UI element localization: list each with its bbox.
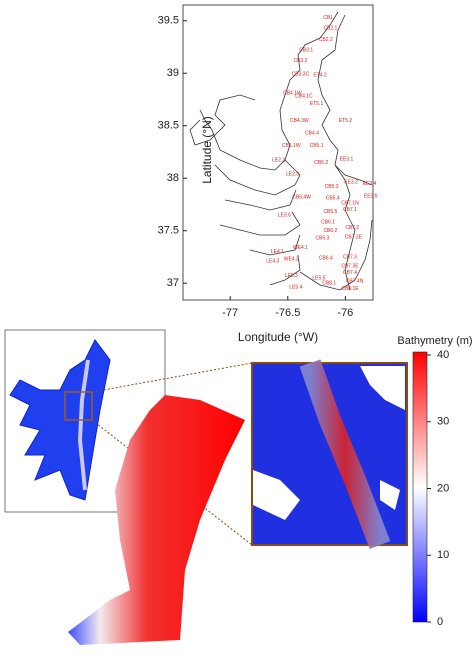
station-label: CB4.1C bbox=[295, 94, 313, 100]
colorbar bbox=[412, 351, 428, 623]
station-label: LE5.3 bbox=[285, 273, 298, 279]
station-label: CB8.1 bbox=[322, 281, 336, 287]
station-label: ET5.2 bbox=[339, 118, 353, 124]
station-label: CB6.3 bbox=[315, 235, 329, 241]
station-label: CB2.1 bbox=[323, 25, 337, 31]
station-label: CB3.2 bbox=[294, 58, 308, 64]
station-label: LE4.1 bbox=[271, 249, 284, 255]
station-label: CB7.2 bbox=[345, 225, 359, 231]
y-tick-label: 37.5 bbox=[158, 225, 179, 237]
station-label: ET4.2 bbox=[313, 73, 327, 79]
colorbar-tick-label: 40 bbox=[437, 349, 449, 361]
station-label: CB7.4 bbox=[343, 270, 357, 276]
station-label: CB6.1 bbox=[321, 220, 335, 226]
station-label: CB3.1 bbox=[299, 47, 313, 53]
station-label: WE4.1 bbox=[293, 245, 308, 251]
station-label: EE3.4 bbox=[363, 181, 377, 187]
station-label: CB4.3W bbox=[290, 118, 309, 124]
station-label: CB5.4W bbox=[292, 194, 311, 200]
ocean-bathymetry bbox=[68, 395, 245, 645]
map-frame bbox=[182, 4, 374, 301]
stations: CB1 CB2.1 CB2.2 CB3.1 CB3.2 CB3.3C ET4.2 CB4.1W… bbox=[266, 15, 377, 292]
y-tick-label: 38 bbox=[167, 172, 179, 184]
station-label: CB7.1N bbox=[341, 201, 359, 207]
x-tick-label: -77 bbox=[222, 307, 238, 319]
station-label: CB5.4 bbox=[326, 195, 340, 201]
station-label: CB6.2 bbox=[323, 228, 337, 234]
station-label: CB3.3C bbox=[292, 72, 310, 78]
coastline bbox=[189, 11, 373, 291]
y-tick-label: 37 bbox=[167, 277, 179, 289]
station-label: CB1 bbox=[323, 15, 333, 21]
colorbar-tick-label: 0 bbox=[437, 616, 443, 628]
colorbar-tick-label: 10 bbox=[437, 549, 449, 561]
station-label: LE5.5 bbox=[312, 275, 325, 281]
x-axis-label: Longitude (°W) bbox=[238, 330, 318, 344]
station-label: CB2.2 bbox=[319, 37, 333, 43]
station-label: LE5.4 bbox=[289, 285, 302, 291]
colorbar-ticks: 0 10 20 30 40 bbox=[427, 349, 449, 628]
station-label: EE3.5 bbox=[364, 193, 378, 199]
station-label: EE3.2 bbox=[344, 180, 358, 186]
y-axis-label: Latitude (°N) bbox=[200, 116, 214, 184]
colorbar-tick-label: 20 bbox=[437, 482, 449, 494]
zoom-land bbox=[253, 366, 405, 520]
station-label: CB5.1W bbox=[282, 143, 301, 149]
station-label: CB7.3 bbox=[343, 254, 357, 260]
station-label: CB8.1E bbox=[341, 286, 359, 292]
station-label: CB7.4N bbox=[346, 278, 364, 284]
zoom-line bbox=[91, 362, 253, 393]
station-label: ET5.1 bbox=[310, 101, 324, 107]
station-label: CB5.3 bbox=[325, 184, 339, 190]
station-label: CB5.5 bbox=[323, 209, 337, 215]
colorbar-title: Bathymetry (m) bbox=[397, 335, 472, 347]
station-label: EE3.1 bbox=[340, 157, 354, 163]
station-label: CB7.3E bbox=[341, 264, 359, 270]
station-label: CB7.2E bbox=[345, 234, 363, 240]
station-label: LE3.6 bbox=[278, 212, 291, 218]
station-label: CB4.4 bbox=[305, 130, 319, 136]
zoom-channel bbox=[299, 359, 391, 549]
y-tick-label: 39.5 bbox=[158, 15, 179, 27]
station-label: WE4.2 bbox=[284, 256, 299, 262]
station-label: CB7.1 bbox=[343, 207, 357, 213]
x-tick-label: -76 bbox=[337, 307, 353, 319]
x-tick-label: -76.5 bbox=[275, 307, 300, 319]
station-label: LE4.3 bbox=[266, 258, 279, 264]
y-tick-label: 38.5 bbox=[158, 120, 179, 132]
station-label: LE2.2 bbox=[272, 158, 285, 164]
station-label: CB6.4 bbox=[319, 255, 333, 261]
station-label: CB4.1W bbox=[283, 91, 302, 97]
colorbar-tick-label: 30 bbox=[437, 416, 449, 428]
station-label: LE2.3 bbox=[286, 171, 299, 177]
station-label: CB5.1 bbox=[310, 143, 324, 149]
station-label: CB5.2 bbox=[314, 160, 328, 166]
y-tick-label: 39 bbox=[167, 67, 179, 79]
zoom-box bbox=[64, 391, 93, 421]
